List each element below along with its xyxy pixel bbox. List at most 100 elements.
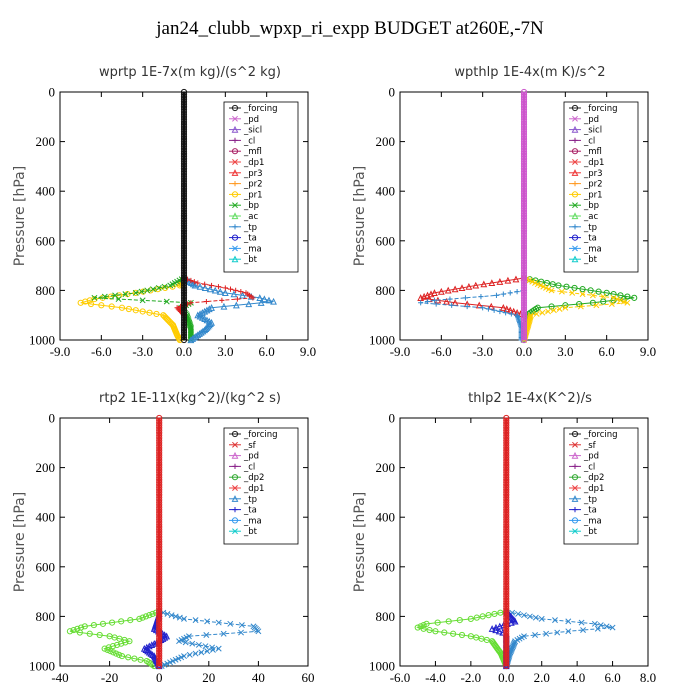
y-tick-label: 1000 <box>29 659 55 674</box>
y-tick-label: 400 <box>376 184 396 199</box>
data-point <box>539 309 546 316</box>
data-point <box>462 295 469 301</box>
data-point <box>508 311 514 317</box>
data-point <box>127 617 134 624</box>
data-point <box>195 280 201 286</box>
x-tick-label: 6.0 <box>599 344 615 359</box>
legend-marker <box>232 181 238 187</box>
legend-entry: _ta <box>243 506 257 516</box>
legend-entry: _pd <box>243 452 259 462</box>
data-point <box>480 280 488 288</box>
data-point <box>115 296 122 303</box>
x-tick-label: -40 <box>51 670 68 685</box>
data-point <box>424 298 431 305</box>
data-point <box>177 303 184 310</box>
legend-entry: _bt <box>583 527 598 537</box>
legend-entry: _dp2 <box>243 473 264 483</box>
data-point <box>101 645 108 652</box>
data-point <box>485 612 492 619</box>
data-point <box>432 628 439 635</box>
legend-entry: _sicl <box>583 126 602 136</box>
legend-entry: _pd <box>583 452 599 462</box>
panel-4: thlp2 1E-4x(K^2)/s Pressure [hPa] 0 200 400 6… <box>352 391 656 685</box>
series-line-pr3 <box>176 277 255 316</box>
data-point <box>420 621 427 629</box>
data-point <box>624 299 631 306</box>
data-point <box>503 310 509 316</box>
data-point <box>257 299 265 306</box>
data-point <box>465 282 473 290</box>
data-point <box>139 308 146 315</box>
data-point <box>118 618 125 625</box>
data-point <box>201 284 209 292</box>
panel-1: wprtp 1E-7x(m kg)/(s^2 kg) Pressure [hPa]… <box>12 65 316 359</box>
data-point <box>556 306 563 312</box>
legend-marker <box>232 159 238 165</box>
y-tick-label: 1000 <box>29 333 55 348</box>
data-point <box>577 303 584 310</box>
legend-entry: _ma <box>243 244 262 254</box>
plot-frame <box>59 417 309 667</box>
data-point <box>562 304 569 311</box>
legend-entry: _pr1 <box>243 190 263 200</box>
legend-marker <box>572 181 578 187</box>
data-point <box>434 619 441 626</box>
legend-entry: _tp <box>583 223 597 233</box>
data-point <box>488 625 496 632</box>
data-point <box>597 622 604 629</box>
legend-entry: _ma <box>243 516 262 526</box>
data-point <box>614 296 620 303</box>
data-point <box>216 287 224 295</box>
data-point <box>579 291 586 298</box>
data-point <box>118 304 126 311</box>
legend-marker <box>572 137 578 143</box>
data-point <box>458 284 466 292</box>
x-tick-label: 40 <box>252 670 265 685</box>
legend-entry: _pd <box>583 115 599 125</box>
legend-entry: _dp1 <box>243 484 264 494</box>
data-point <box>206 285 214 293</box>
data-point <box>188 300 194 306</box>
data-point <box>420 625 427 632</box>
legend-marker <box>232 485 238 491</box>
data-point <box>195 641 202 648</box>
data-point <box>172 613 179 620</box>
data-point <box>576 300 583 308</box>
data-point <box>549 281 556 288</box>
data-point <box>488 279 496 287</box>
data-point <box>227 286 234 292</box>
data-point <box>137 656 144 663</box>
data-point <box>543 630 550 637</box>
data-point <box>543 279 551 287</box>
data-point <box>502 661 510 668</box>
data-point <box>420 292 428 300</box>
x-tick-label: -6.0 <box>390 670 411 685</box>
data-point <box>191 281 199 289</box>
data-point <box>431 289 438 296</box>
legend-entry: _tp <box>243 223 257 233</box>
data-point <box>110 649 117 656</box>
legend-marker <box>232 528 238 535</box>
data-point <box>118 640 125 647</box>
data-point <box>631 294 638 301</box>
data-point <box>233 287 239 293</box>
x-tick-label: -20 <box>101 670 118 685</box>
data-point <box>565 618 572 625</box>
data-point <box>138 288 145 295</box>
data-point <box>450 630 457 637</box>
data-point <box>426 626 433 634</box>
data-point <box>87 300 95 308</box>
data-point <box>234 296 240 302</box>
data-point <box>238 629 244 636</box>
data-point <box>603 623 610 630</box>
legend-marker <box>231 517 239 524</box>
data-point <box>149 610 156 618</box>
series-line-pr3 <box>420 277 525 316</box>
data-point <box>132 307 139 314</box>
x-tick-label: 20 <box>202 670 215 685</box>
legend-marker <box>232 137 238 143</box>
data-point <box>497 609 504 616</box>
data-point <box>472 281 480 289</box>
x-tick-label: -3.0 <box>472 344 493 359</box>
x-tick-label: 0 <box>156 670 163 685</box>
